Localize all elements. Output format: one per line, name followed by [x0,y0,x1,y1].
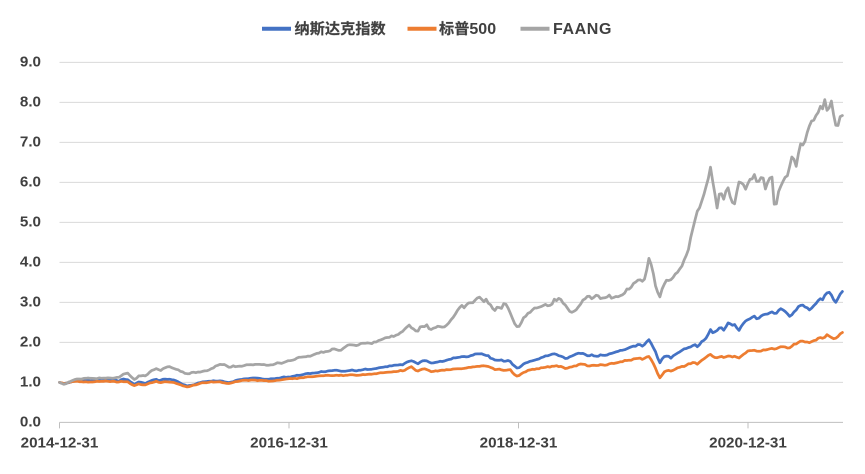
svg-text:5.0: 5.0 [20,213,41,230]
svg-text:2020-12-31: 2020-12-31 [709,435,787,452]
svg-text:500: 500 [469,21,496,38]
svg-text:9.0: 9.0 [20,53,41,70]
svg-text:2014-12-31: 2014-12-31 [21,435,99,452]
svg-text:1.0: 1.0 [20,373,41,390]
svg-text:2016-12-31: 2016-12-31 [250,435,328,452]
svg-text:2018-12-31: 2018-12-31 [480,435,558,452]
svg-text:FAANG: FAANG [553,21,612,38]
svg-text:6.0: 6.0 [20,173,41,190]
svg-text:2.0: 2.0 [20,333,41,350]
svg-text:4.0: 4.0 [20,253,41,270]
svg-text:7.0: 7.0 [20,133,41,150]
svg-text:3.0: 3.0 [20,293,41,310]
svg-text:0.0: 0.0 [20,413,41,430]
svg-text:8.0: 8.0 [20,93,41,110]
